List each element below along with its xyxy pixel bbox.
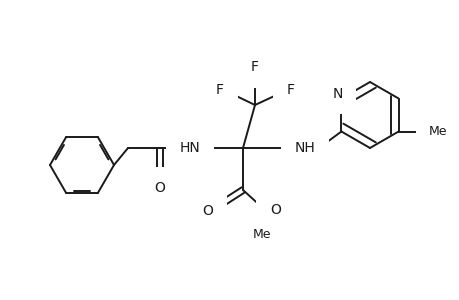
Text: F: F xyxy=(251,60,258,74)
Text: F: F xyxy=(286,83,294,97)
Text: NH: NH xyxy=(294,141,315,155)
Text: HN: HN xyxy=(179,141,200,155)
Text: O: O xyxy=(154,181,165,195)
Text: F: F xyxy=(216,83,224,97)
Text: O: O xyxy=(202,204,213,218)
Text: Me: Me xyxy=(428,125,446,138)
Text: N: N xyxy=(331,86,342,100)
Text: O: O xyxy=(269,203,280,217)
Text: Me: Me xyxy=(252,227,271,241)
